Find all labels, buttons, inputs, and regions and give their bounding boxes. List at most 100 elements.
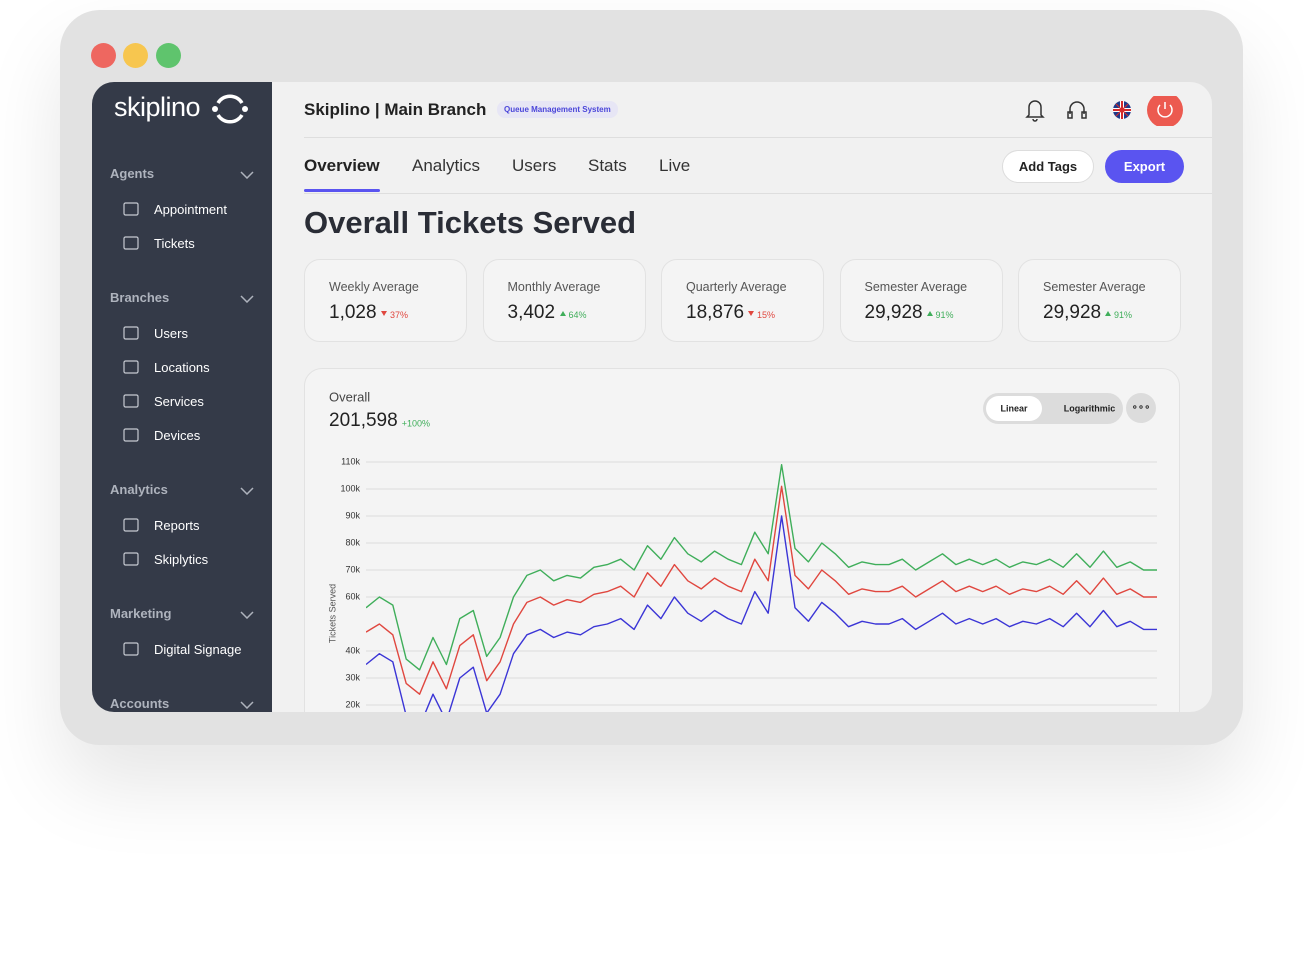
trend-arrow (381, 311, 387, 316)
menu-icon (123, 518, 139, 532)
y-tick-label: 110k (341, 456, 360, 466)
chart-card: Overall 201,598 +100% ∘∘∘ Linear Logarith… (304, 368, 1180, 712)
divider (304, 193, 1212, 194)
y-tick-label: 30k (345, 672, 360, 682)
stat-change: 64% (568, 310, 587, 320)
stat-card: Quarterly Average 18,876 15% (661, 259, 824, 342)
menu-item[interactable]: Digital Signage (154, 642, 242, 657)
menu-icon (123, 428, 139, 442)
export-button[interactable]: Export (1105, 150, 1184, 183)
chevron-path (240, 171, 254, 179)
y-tick-label: 60k (345, 591, 360, 601)
chevron[interactable] (240, 611, 254, 619)
y-tick-label: 80k (345, 537, 360, 547)
chevron[interactable] (240, 701, 254, 709)
icon-shape (123, 552, 139, 566)
chevron-path (240, 611, 254, 619)
stat-value: 29,928 (864, 302, 923, 323)
menu-item[interactable]: Skiplytics (154, 552, 209, 567)
menu-icon (123, 360, 139, 374)
trend-arrow (748, 311, 754, 316)
chart-total: 201,598 (329, 410, 398, 431)
stat-value: 29,928 (1043, 302, 1102, 323)
divider (304, 137, 1212, 138)
stat-label: Quarterly Average (686, 280, 787, 294)
stat-label: Semester Average (864, 280, 968, 294)
header-title: Skiplino | Main Branch (304, 100, 487, 119)
tab[interactable]: Live (659, 156, 691, 175)
menu-item[interactable]: Reports (154, 518, 200, 533)
menu-item[interactable]: Users (154, 326, 188, 341)
stat-label: Semester Average (1043, 280, 1146, 294)
menu-item[interactable]: Devices (154, 428, 201, 443)
series-line (366, 485, 1157, 695)
more-button[interactable] (1126, 393, 1156, 423)
y-axis-label: Tickets Served (327, 584, 337, 643)
power-button[interactable] (1147, 96, 1183, 126)
stat-label: Weekly Average (329, 280, 419, 294)
stat-change: 15% (757, 310, 776, 320)
support-icon[interactable] (1067, 101, 1087, 119)
sidebar-section[interactable]: Analytics (110, 482, 168, 497)
menu-icon (123, 394, 139, 408)
stat-label: Monthly Average (507, 280, 601, 294)
tab[interactable]: Users (512, 156, 557, 175)
sidebar-section[interactable]: Accounts (110, 696, 170, 711)
chevron-path (240, 487, 254, 495)
chevron[interactable] (240, 487, 254, 495)
stat-value: 18,876 (686, 302, 745, 323)
close-dot[interactable] (91, 43, 116, 68)
chevron-path (240, 295, 254, 303)
stat-change: 37% (390, 310, 409, 320)
menu-icon (123, 202, 139, 216)
sidebar-section[interactable]: Branches (110, 290, 170, 305)
y-tick-label: 20k (345, 699, 360, 709)
icon-shape (123, 518, 139, 532)
language-flag[interactable] (1113, 101, 1131, 119)
menu-icon (123, 642, 139, 656)
icon-shape (123, 236, 139, 250)
sidebar: skiplino Agents Appointment Tickets Branche… (92, 82, 272, 712)
menu-item[interactable]: Services (154, 394, 204, 409)
icon-shape (123, 360, 139, 374)
sidebar-section[interactable]: Marketing (110, 606, 172, 621)
y-tick-label: 100k (340, 483, 360, 493)
stat-change: 91% (1114, 310, 1133, 320)
page-title: Overall Tickets Served (304, 205, 637, 240)
tab[interactable]: Overview (304, 156, 380, 175)
logo-icon (212, 94, 248, 124)
menu-item[interactable]: Appointment (154, 202, 227, 217)
stat-card: Weekly Average 1,028 37% (304, 259, 467, 342)
series-line (366, 515, 1157, 712)
app: skiplino Agents Appointment Tickets Branche… (92, 82, 1212, 712)
stat-value: 3,402 (507, 302, 556, 323)
menu-item[interactable]: Tickets (154, 236, 195, 251)
more-icon: ∘∘∘ (1132, 403, 1151, 414)
stat-card: Semester Average 29,928 91% (1018, 259, 1181, 342)
chart-title: Overall (329, 389, 370, 404)
scale-option[interactable]: Linear (1000, 403, 1028, 413)
stat-card: Semester Average 29,928 91% (839, 259, 1003, 342)
tab-underline (304, 189, 380, 192)
icon-shape (123, 326, 139, 340)
chevron[interactable] (240, 171, 254, 179)
header-badge: Queue Management System (497, 101, 618, 118)
tab[interactable]: Stats (588, 156, 627, 175)
scale-option[interactable]: Logarithmic (1064, 403, 1116, 413)
icon-shape (123, 394, 139, 408)
tab[interactable]: Analytics (412, 156, 481, 175)
menu-icon (123, 552, 139, 566)
bell-icon[interactable] (1025, 100, 1045, 122)
y-tick-label: 40k (345, 645, 360, 655)
minimize-dot[interactable] (123, 43, 148, 68)
stat-card: Monthly Average 3,402 64% (482, 259, 646, 342)
series-line (366, 464, 1157, 671)
header-icons (1025, 96, 1183, 126)
menu-item[interactable]: Locations (154, 360, 210, 375)
sidebar-section[interactable]: Agents (110, 166, 155, 181)
menu-icon (123, 236, 139, 250)
icon-shape (123, 428, 139, 442)
add-tags-button[interactable]: Add Tags (1002, 150, 1094, 183)
maximize-dot[interactable] (156, 43, 181, 68)
chevron[interactable] (240, 295, 254, 303)
